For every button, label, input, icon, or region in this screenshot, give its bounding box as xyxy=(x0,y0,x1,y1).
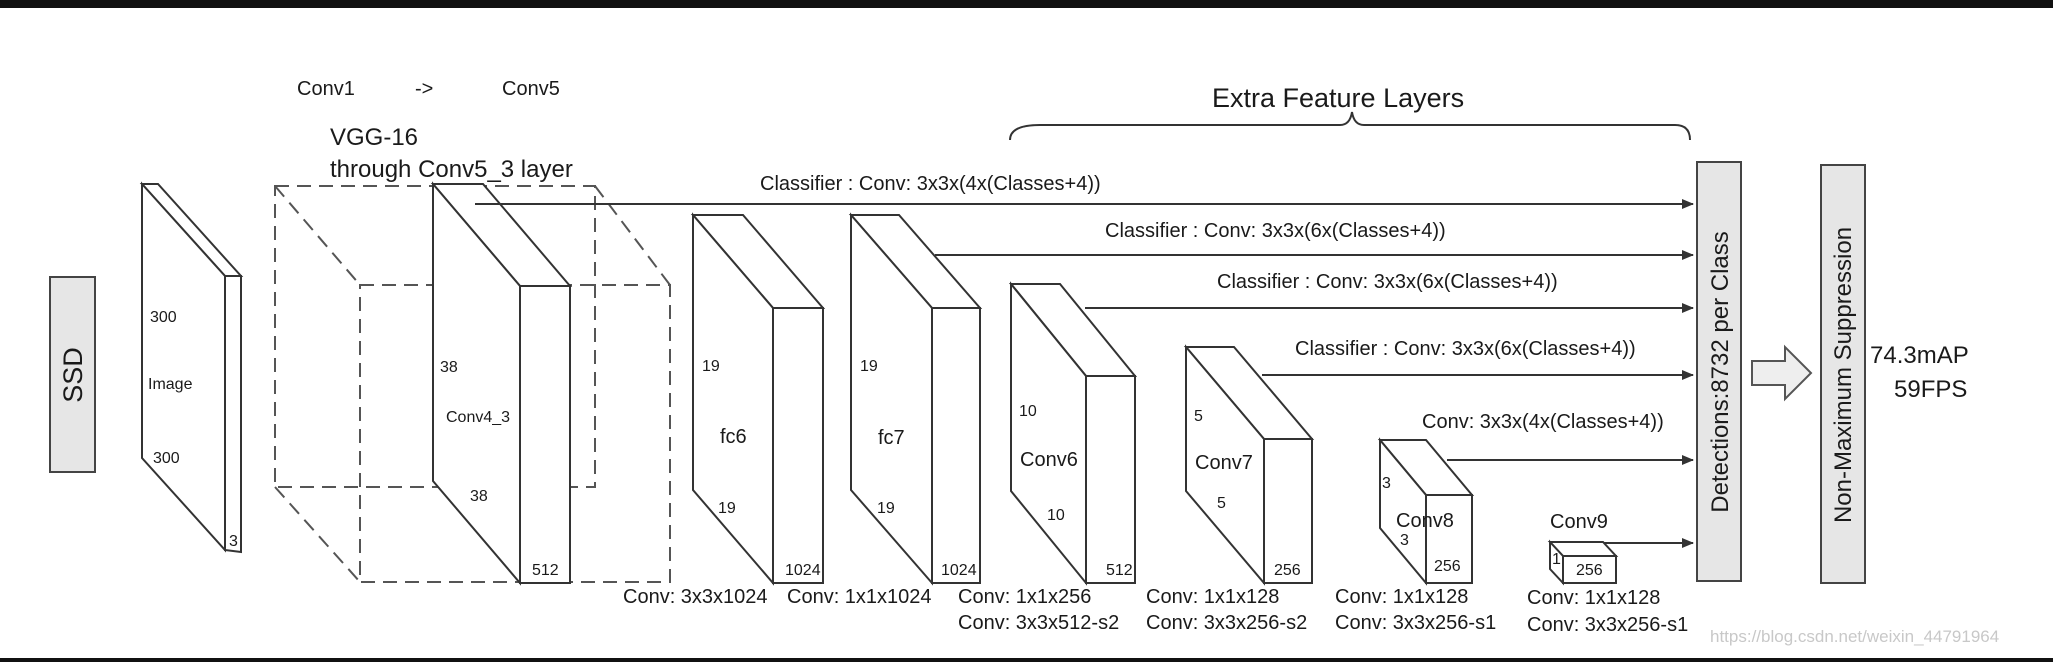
classifier-label-4: Classifier : Conv: 3x3x(6x(Classes+4)) xyxy=(1295,338,1636,360)
extra-layers-brace xyxy=(1009,111,1691,141)
fc7-conv-label: Conv: 1x1x1024 xyxy=(787,586,932,608)
classifier-label-5: Conv: 3x3x(4x(Classes+4)) xyxy=(1422,411,1664,433)
image-dim2: 300 xyxy=(153,450,180,467)
conv6-conv-label-a: Conv: 1x1x256 xyxy=(958,586,1091,608)
conv7-dim2: 5 xyxy=(1217,495,1226,512)
ssd-label: SSD xyxy=(58,347,88,403)
bottom-border xyxy=(0,658,2053,662)
fc6-label: fc6 xyxy=(720,426,747,448)
vgg-title: VGG-16 xyxy=(330,124,418,151)
conv7-block: 5 Conv7 5 256 xyxy=(1183,344,1315,586)
conv6-label: Conv6 xyxy=(1020,449,1078,471)
fc7-dim2: 19 xyxy=(877,500,895,517)
conv6-dim1: 10 xyxy=(1019,403,1037,420)
result-fps: 59FPS xyxy=(1894,376,1967,403)
fc7-label: fc7 xyxy=(878,427,905,449)
classifier-label-2: Classifier : Conv: 3x3x(6x(Classes+4)) xyxy=(1105,220,1446,242)
detections-box: Detections:8732 per Class xyxy=(1696,161,1742,582)
conv9-block: Conv9 1 256 xyxy=(1547,511,1619,586)
fc6-block: 19 fc6 19 1024 xyxy=(690,212,826,586)
conv4-3-block: 38 Conv4_3 38 512 xyxy=(430,181,573,586)
watermark: https://blog.csdn.net/weixin_44791964 xyxy=(1710,627,1999,646)
conv6-depth: 512 xyxy=(1106,562,1133,579)
ssd-box: SSD xyxy=(49,276,96,473)
conv7-conv-label-b: Conv: 3x3x256-s2 xyxy=(1146,612,1307,634)
top-border xyxy=(0,0,2053,8)
conv9-dim1: 1 xyxy=(1552,551,1561,568)
conv8-dim2: 3 xyxy=(1400,532,1409,549)
conv8-block: 3 Conv8 3 256 xyxy=(1377,437,1475,586)
conv1-label: Conv1 xyxy=(297,78,355,100)
conv9-conv-label-a: Conv: 1x1x128 xyxy=(1527,587,1660,609)
fc6-dim2: 19 xyxy=(718,500,736,517)
conv8-dim1: 3 xyxy=(1382,475,1391,492)
image-depth: 3 xyxy=(229,533,238,550)
conv7-depth: 256 xyxy=(1274,562,1301,579)
fc7-dim1: 19 xyxy=(860,358,878,375)
conv4-label: Conv4_3 xyxy=(446,409,510,426)
conv5-label: Conv5 xyxy=(502,78,560,100)
result-map: 74.3mAP xyxy=(1870,342,1969,369)
conv8-depth: 256 xyxy=(1434,558,1461,575)
conv6-dim2: 10 xyxy=(1047,507,1065,524)
fc6-dim1: 19 xyxy=(702,358,720,375)
conv4-dim1: 38 xyxy=(440,359,458,376)
conv8-conv-label-a: Conv: 1x1x128 xyxy=(1335,586,1468,608)
fc6-depth: 1024 xyxy=(785,562,821,579)
fc7-block: 19 fc7 19 1024 xyxy=(848,212,983,586)
nms-hollow-arrow xyxy=(1751,344,1813,402)
image-dim1: 300 xyxy=(150,309,177,326)
conv-arrow-label: -> xyxy=(415,78,433,100)
conv9-depth: 256 xyxy=(1576,562,1603,579)
conv4-depth: 512 xyxy=(532,562,559,579)
nms-box: Non-Maximum Suppression xyxy=(1820,164,1866,584)
conv9-label: Conv9 xyxy=(1550,511,1608,533)
extra-feature-layers-label: Extra Feature Layers xyxy=(1212,83,1464,113)
conv4-dim2: 38 xyxy=(470,488,488,505)
conv7-label: Conv7 xyxy=(1195,452,1253,474)
classifier-label-1: Classifier : Conv: 3x3x(4x(Classes+4)) xyxy=(760,173,1101,195)
fc7-depth: 1024 xyxy=(941,562,977,579)
classifier-label-3: Classifier : Conv: 3x3x(6x(Classes+4)) xyxy=(1217,271,1558,293)
conv8-conv-label-b: Conv: 3x3x256-s1 xyxy=(1335,612,1496,634)
conv6-conv-label-b: Conv: 3x3x512-s2 xyxy=(958,612,1119,634)
conv6-block: 10 Conv6 10 512 xyxy=(1008,281,1138,586)
vgg-subtitle: through Conv5_3 layer xyxy=(330,156,573,183)
conv7-dim1: 5 xyxy=(1194,408,1203,425)
conv7-conv-label-a: Conv: 1x1x128 xyxy=(1146,586,1279,608)
image-label: Image xyxy=(148,376,193,393)
image-block: 300 Image 300 3 xyxy=(139,181,244,554)
fc6-conv-label: Conv: 3x3x1024 xyxy=(623,586,768,608)
detections-label: Detections:8732 per Class xyxy=(1707,231,1734,512)
conv8-label: Conv8 xyxy=(1396,510,1454,532)
nms-label: Non-Maximum Suppression xyxy=(1830,227,1857,523)
conv9-conv-label-b: Conv: 3x3x256-s1 xyxy=(1527,614,1688,636)
